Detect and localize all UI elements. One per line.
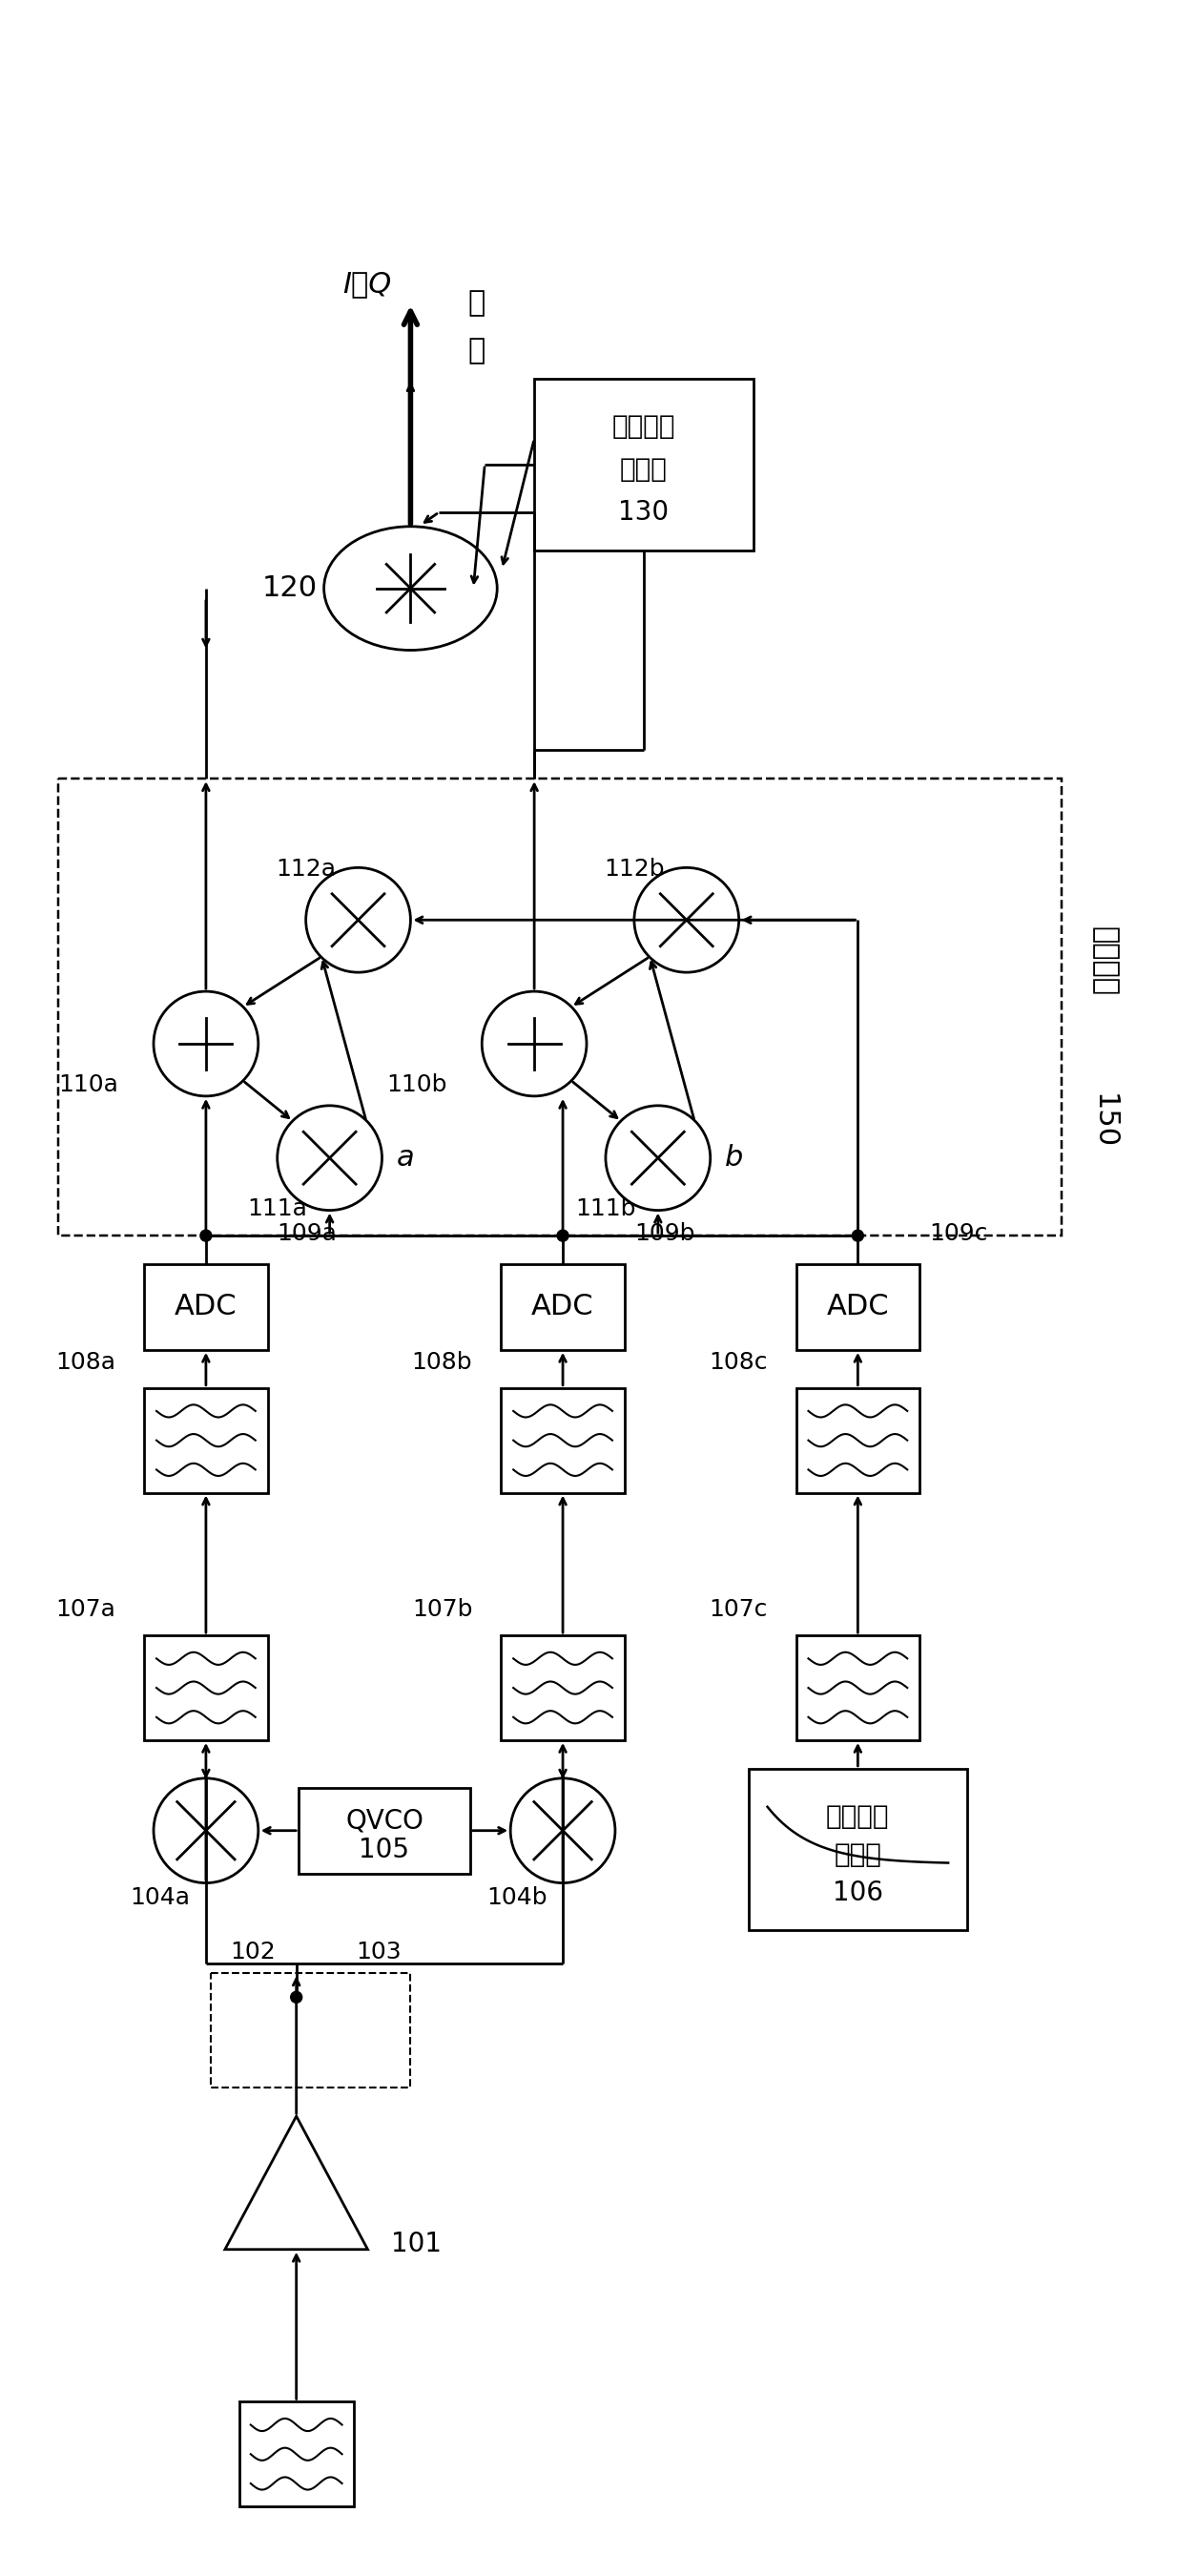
Text: 104a: 104a <box>129 1886 189 1909</box>
Text: 112a: 112a <box>275 858 335 881</box>
Text: 101: 101 <box>392 2231 443 2257</box>
Text: 130: 130 <box>618 500 669 526</box>
Bar <box>501 1388 625 1492</box>
Bar <box>501 1265 625 1350</box>
Text: 102: 102 <box>230 1940 275 1963</box>
Text: 107a: 107a <box>55 1597 115 1620</box>
Bar <box>59 778 1062 1236</box>
Text: 107c: 107c <box>709 1597 767 1620</box>
Text: 106: 106 <box>832 1878 883 1906</box>
Text: b: b <box>725 1144 743 1172</box>
Text: 干扰消减: 干扰消减 <box>1090 927 1118 997</box>
Text: ADC: ADC <box>532 1293 594 1321</box>
Text: a: a <box>397 1144 414 1172</box>
Bar <box>144 1388 268 1492</box>
Text: QVCO: QVCO <box>345 1808 424 1834</box>
Text: 出: 出 <box>467 337 485 363</box>
Circle shape <box>291 1991 302 2004</box>
Circle shape <box>200 1229 212 1242</box>
Bar <box>749 1770 967 1929</box>
Bar <box>796 1388 919 1492</box>
Text: 109a: 109a <box>278 1221 338 1244</box>
Text: 108a: 108a <box>55 1350 115 1373</box>
Bar <box>796 1265 919 1350</box>
Text: 111a: 111a <box>247 1198 307 1221</box>
Text: 产生器: 产生器 <box>620 456 667 482</box>
Text: ADC: ADC <box>174 1293 238 1321</box>
Text: 相位旋转: 相位旋转 <box>612 412 676 440</box>
Text: 108b: 108b <box>412 1350 472 1373</box>
Text: 107b: 107b <box>412 1597 472 1620</box>
Bar <box>211 1973 411 2087</box>
Text: 110a: 110a <box>59 1074 119 1097</box>
Text: 105: 105 <box>359 1837 410 1862</box>
Bar <box>144 1265 268 1350</box>
Bar <box>534 379 753 551</box>
Text: 109c: 109c <box>929 1221 988 1244</box>
Text: 112b: 112b <box>604 858 665 881</box>
Circle shape <box>557 1229 568 1242</box>
Bar <box>144 1636 268 1741</box>
Text: 120: 120 <box>262 574 318 603</box>
Bar <box>239 2401 353 2506</box>
Text: 失真波形: 失真波形 <box>826 1803 890 1829</box>
Text: I，Q: I，Q <box>343 270 392 299</box>
Text: 103: 103 <box>355 1940 401 1963</box>
Text: 111b: 111b <box>576 1198 636 1221</box>
Bar <box>501 1636 625 1741</box>
Text: 104b: 104b <box>486 1886 547 1909</box>
Bar <box>796 1636 919 1741</box>
Text: 108c: 108c <box>709 1350 767 1373</box>
Text: 150: 150 <box>1090 1095 1118 1149</box>
Text: ADC: ADC <box>826 1293 889 1321</box>
Text: 109b: 109b <box>634 1221 694 1244</box>
Text: 产生器: 产生器 <box>834 1842 882 1868</box>
Circle shape <box>852 1229 864 1242</box>
Text: 输: 输 <box>467 289 485 317</box>
Text: 110b: 110b <box>387 1074 447 1097</box>
Bar <box>299 1788 470 1873</box>
